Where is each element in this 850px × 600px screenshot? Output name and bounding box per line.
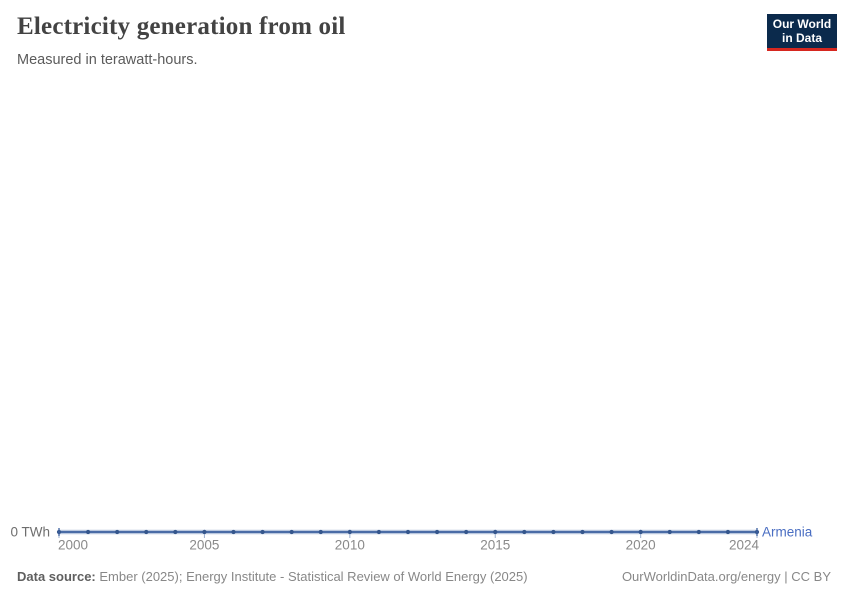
- owid-logo[interactable]: Our World in Data: [767, 14, 837, 51]
- data-point: [144, 529, 149, 535]
- data-point: [376, 529, 382, 535]
- data-point: [609, 529, 614, 535]
- data-point: [347, 529, 352, 535]
- data-point: [551, 529, 556, 535]
- series-layer: 2000 2005 2010 2015 2020 2024: [56, 528, 760, 553]
- data-point: [493, 529, 498, 535]
- data-point: [115, 529, 120, 535]
- data-point: [260, 529, 265, 535]
- x-tick-label: 2000: [58, 538, 88, 553]
- chart-title: Electricity generation from oil: [17, 13, 346, 40]
- data-point: [405, 529, 411, 535]
- x-tick-label: 2005: [189, 538, 219, 553]
- chart-subtitle: Measured in terawatt-hours.: [17, 52, 198, 68]
- owid-url-license[interactable]: OurWorldinData.org/energy | CC BY: [621, 569, 831, 584]
- data-point: [289, 529, 294, 535]
- data-point: [85, 529, 91, 535]
- data-point: [173, 529, 178, 535]
- data-source-text: Ember (2025); Energy Institute - Statist…: [95, 569, 528, 584]
- entity-label-armenia[interactable]: Armenia: [762, 525, 813, 540]
- x-tick-label: 2024: [729, 538, 760, 553]
- data-point: [464, 529, 469, 535]
- x-tick-label: 2010: [335, 538, 365, 553]
- data-point: [696, 529, 701, 535]
- chart-footer: Data source: Ember (2025); Energy Instit…: [17, 569, 831, 584]
- x-tick-label: 2020: [626, 538, 656, 553]
- data-point: [318, 529, 323, 535]
- data-point: [667, 529, 672, 535]
- data-point: [434, 529, 440, 535]
- data-point: [202, 529, 207, 535]
- data-source-note: Data source: Ember (2025); Energy Instit…: [17, 569, 528, 584]
- owid-logo-line2: in Data: [781, 31, 822, 45]
- owid-logo-line1: Our World: [772, 16, 832, 31]
- data-source-label: Data source:: [17, 569, 96, 584]
- data-point: [231, 529, 236, 535]
- data-point: [580, 529, 585, 535]
- y-axis-zero-label: 0 TWh: [10, 525, 50, 540]
- data-point: [725, 529, 731, 535]
- x-tick-label: 2015: [480, 538, 510, 553]
- line-chart: 2000 2005 2010 2015 2020 2024 0 TWh Armenia: [10, 525, 813, 553]
- data-point: [522, 529, 527, 535]
- data-point: [638, 529, 643, 535]
